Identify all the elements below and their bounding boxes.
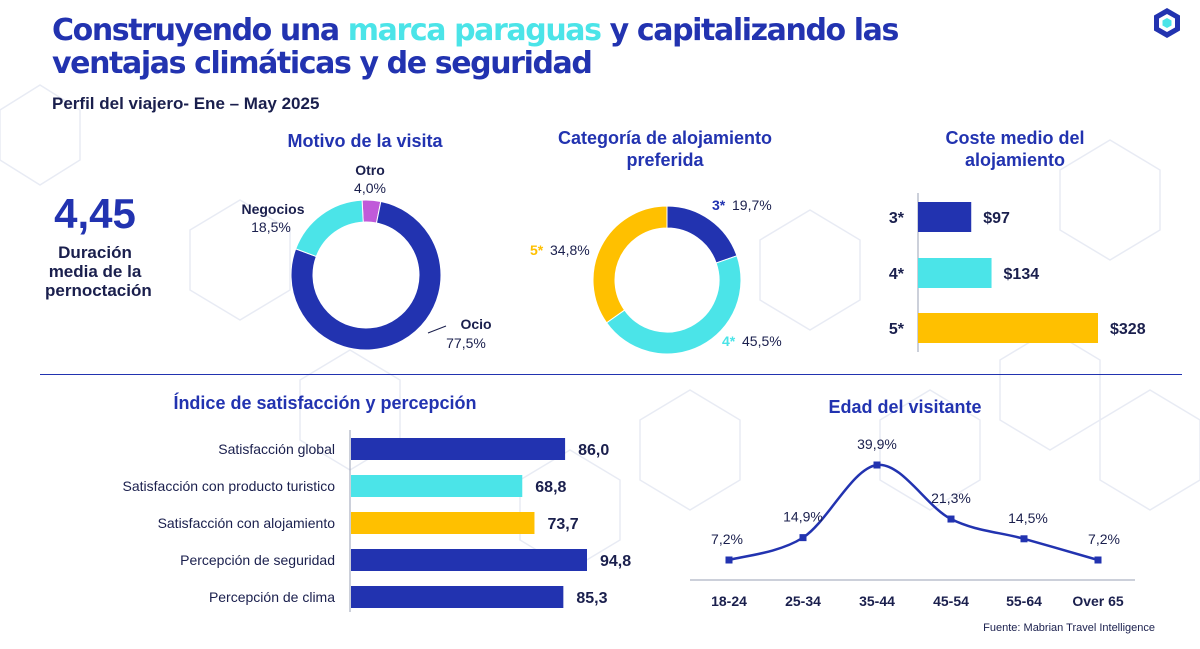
accommodation-label-5star: 5* xyxy=(530,242,544,258)
page-title: Construyendo una marca paraguas y capita… xyxy=(52,14,1052,80)
cost-category-3star: 3* xyxy=(889,210,905,227)
satisfaction-category-1: Satisfacción con producto turistico xyxy=(123,478,336,494)
accommodation-slice-4star xyxy=(605,255,742,355)
age-value-4: 14,5% xyxy=(1008,510,1048,526)
age-category-0: 18-24 xyxy=(711,593,747,609)
age-title: Edad del visitante xyxy=(828,397,982,417)
brand-logo-icon xyxy=(1154,8,1180,38)
title-part1: Construyendo una xyxy=(52,13,348,48)
cost-bar-5star xyxy=(918,313,1098,343)
accommodation-value-5star: 34,8% xyxy=(550,242,590,258)
satisfaction-bar-3 xyxy=(351,549,587,571)
visit-label-otro: Otro xyxy=(355,162,385,178)
cost-bar-3star xyxy=(918,202,972,232)
accommodation-label-3star: 3* xyxy=(712,197,726,213)
visit-leader-ocio xyxy=(427,325,447,334)
accommodation-category-title-line1: Categoría de alojamiento xyxy=(557,128,773,148)
age-point-3 xyxy=(947,515,955,523)
satisfaction-value-1: 68,8 xyxy=(535,479,566,496)
visit-label-negocios: Negocios xyxy=(241,201,304,217)
satisfaction-bar-1 xyxy=(351,475,523,497)
satisfaction-title: Índice de satisfacción y percepción xyxy=(173,393,477,413)
kpi-label-line2: media de la xyxy=(48,262,142,281)
age-category-2: 35-44 xyxy=(859,593,895,609)
accommodation-category-title-line2: preferida xyxy=(626,150,704,170)
satisfaction-value-2: 73,7 xyxy=(547,516,578,533)
visit-slice-ocio xyxy=(290,200,442,351)
satisfaction-category-0: Satisfacción global xyxy=(218,441,335,457)
age-value-3: 21,3% xyxy=(931,490,971,506)
cost-value-4star: $134 xyxy=(1004,266,1040,283)
satisfaction-value-3: 94,8 xyxy=(600,553,631,570)
satisfaction-value-4: 85,3 xyxy=(576,590,607,607)
age-value-5: 7,2% xyxy=(1088,531,1120,547)
title-highlight: marca paraguas xyxy=(347,13,602,48)
kpi-label-line1: Duración xyxy=(58,243,132,262)
section-divider xyxy=(40,374,1182,375)
accommodation-category-title: Categoría de alojamiento preferida xyxy=(520,127,810,171)
age-value-2: 39,9% xyxy=(857,436,897,452)
source-note: Fuente: Mabrian Travel Intelligence xyxy=(983,622,1155,634)
visit-slice-negocios xyxy=(295,199,364,258)
satisfaction-category-4: Percepción de clima xyxy=(209,589,335,605)
accommodation-slice-5star xyxy=(592,205,668,324)
visit-value-negocios: 18,5% xyxy=(251,219,291,235)
accommodation-cost-title-line1: Coste medio del xyxy=(945,128,1085,148)
age-point-4 xyxy=(1020,535,1028,543)
age-category-4: 55-64 xyxy=(1006,593,1042,609)
accommodation-label-4star: 4* xyxy=(722,333,736,349)
title-part2: y capitalizando las xyxy=(600,13,900,48)
cost-bar-4star xyxy=(918,258,992,288)
age-value-0: 7,2% xyxy=(711,531,743,547)
accommodation-value-3star: 19,7% xyxy=(732,197,772,213)
visit-label-ocio: Ocio xyxy=(460,316,491,332)
cost-value-3star: $97 xyxy=(983,210,1010,227)
age-category-3: 45-54 xyxy=(933,593,969,609)
age-point-0 xyxy=(725,556,733,564)
satisfaction-value-0: 86,0 xyxy=(578,442,609,459)
cost-value-5star: $328 xyxy=(1110,321,1146,338)
age-value-1: 14,9% xyxy=(783,509,823,525)
accommodation-cost-title: Coste medio del alojamiento xyxy=(885,127,1145,171)
age-point-1 xyxy=(799,534,807,542)
page-subtitle: Perfil del viajero- Ene – May 2025 xyxy=(52,94,320,113)
age-point-2 xyxy=(873,461,881,469)
visit-value-ocio: 77,5% xyxy=(446,335,486,351)
kpi-label-line3: pernoctación xyxy=(45,281,152,300)
visit-reason-title: Motivo de la visita xyxy=(287,131,443,151)
cost-category-4star: 4* xyxy=(889,266,905,283)
satisfaction-category-3: Percepción de seguridad xyxy=(180,552,335,568)
satisfaction-bar-4 xyxy=(351,586,564,608)
kpi-label: Duración media de la pernoctación xyxy=(45,243,152,300)
kpi-value: 4,45 xyxy=(54,190,136,237)
accommodation-cost-title-line2: alojamiento xyxy=(964,150,1066,170)
accommodation-slice-3star xyxy=(666,205,738,264)
accommodation-value-4star: 45,5% xyxy=(742,333,782,349)
satisfaction-category-2: Satisfacción con alojamiento xyxy=(158,515,336,531)
age-point-5 xyxy=(1094,556,1102,564)
age-category-1: 25-34 xyxy=(785,593,821,609)
title-line2: ventajas climáticas y de seguridad xyxy=(52,46,593,81)
age-category-5: Over 65 xyxy=(1072,593,1124,609)
cost-category-5star: 5* xyxy=(889,321,905,338)
satisfaction-bar-2 xyxy=(351,512,535,534)
visit-value-otro: 4,0% xyxy=(354,180,386,196)
satisfaction-bar-0 xyxy=(351,438,566,460)
